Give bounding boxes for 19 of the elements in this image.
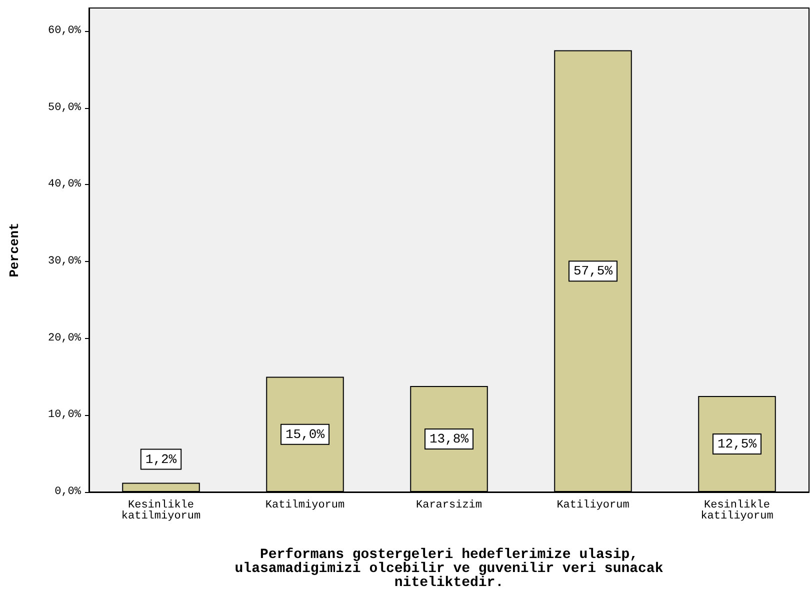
- data-label: 1,2%: [145, 452, 177, 467]
- data-label: 57,5%: [573, 264, 613, 279]
- data-label: 13,8%: [429, 431, 469, 446]
- x-tick-label: Katiliyorum: [556, 500, 630, 512]
- y-tick-label: 10,0%: [48, 409, 82, 422]
- x-axis-title: Performans gostergeleri hedeflerimize ulasip, ulasamadigimizi olcebilir ve guvenilir veri sunacak niteliktedir.: [234, 547, 664, 591]
- x-tick-label: Kesinlikle katiliyorum: [700, 500, 774, 522]
- x-tick-label: Kesinlikle katilmiyorum: [121, 500, 201, 522]
- x-tick-label: Katilmiyorum: [265, 500, 345, 512]
- y-tick-label: 60,0%: [48, 25, 82, 38]
- data-label: 15,0%: [285, 426, 325, 442]
- x-tick-label: Kararsizim: [416, 500, 482, 512]
- y-tick-label: 20,0%: [48, 332, 82, 344]
- y-tick-label: 0,0%: [54, 486, 82, 498]
- y-tick-label: 40,0%: [48, 178, 82, 191]
- y-tick-label: 30,0%: [48, 256, 82, 268]
- y-axis-title: Percent: [7, 222, 22, 278]
- data-label: 12,5%: [717, 436, 757, 452]
- y-tick-label: 50,0%: [48, 102, 82, 114]
